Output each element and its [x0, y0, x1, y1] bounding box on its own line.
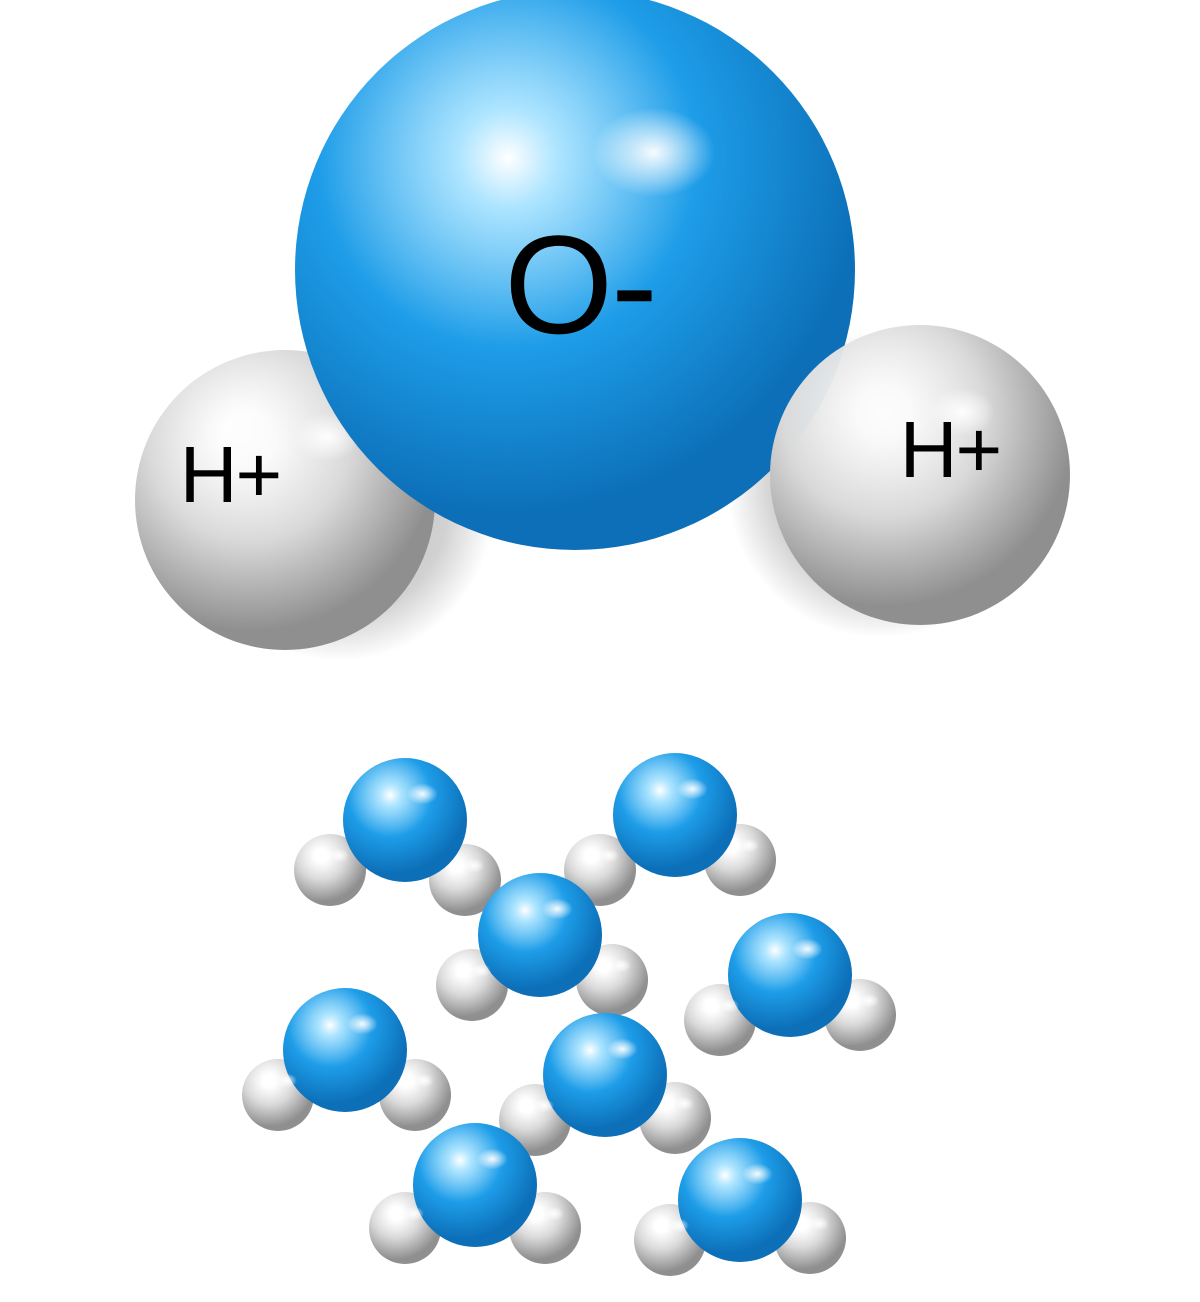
hydrogen-right-label: H+ [900, 404, 1001, 496]
molecule-diagram [0, 0, 1200, 1302]
cluster-molecule-0 [294, 758, 501, 916]
cluster-molecule-1 [564, 753, 776, 906]
oxygen-label: O- [504, 204, 656, 366]
cluster-molecule-7 [634, 1138, 846, 1276]
hydrogen-left-label: H+ [180, 429, 281, 521]
cluster-molecule-3 [684, 913, 896, 1056]
cluster-molecule-5 [499, 1013, 711, 1156]
cluster-molecule-4 [242, 988, 451, 1131]
